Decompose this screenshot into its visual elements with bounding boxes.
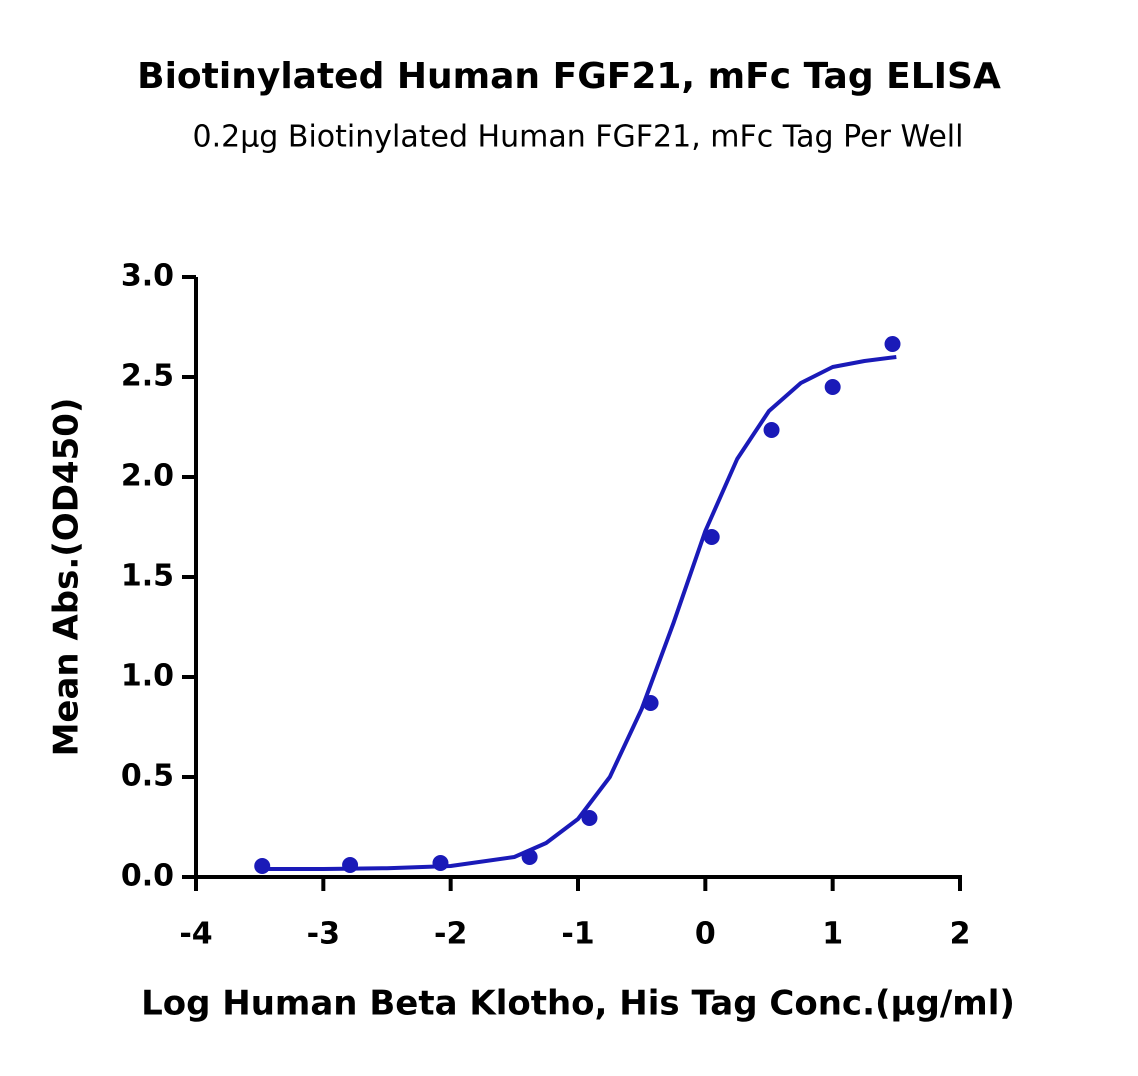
y-tick-label: 2.0 [121, 459, 174, 494]
y-tick-label: 0.5 [121, 759, 174, 794]
data-point [342, 857, 359, 873]
x-axis-label: Log Human Beta Klotho, His Tag Conc.(μg/… [141, 984, 1015, 1024]
y-tick-label: 3.0 [121, 259, 174, 294]
data-point [521, 849, 538, 865]
chart-title: Biotinylated Human FGF21, mFc Tag ELISA [137, 56, 1001, 97]
y-tick-label: 1.0 [121, 659, 174, 694]
data-point [824, 379, 841, 395]
data-point [581, 810, 598, 826]
chart-subtitle: 0.2μg Biotinylated Human FGF21, mFc Tag … [193, 120, 964, 155]
x-tick-label: -4 [179, 917, 212, 952]
y-tick-label: 2.5 [121, 359, 174, 394]
fit-curve [259, 355, 897, 871]
data-point [884, 336, 901, 352]
y-tick-label: 0.0 [121, 859, 174, 894]
y-tick-label: 1.5 [121, 559, 174, 594]
data-point [432, 855, 449, 871]
x-tick-label: 0 [695, 917, 716, 952]
x-tick-label: 1 [822, 917, 843, 952]
x-tick-label: -2 [434, 917, 467, 952]
x-tick-label: -1 [561, 917, 594, 952]
data-point [703, 529, 720, 545]
data-point [254, 858, 271, 874]
y-axis-label: Mean Abs.(OD450) [47, 398, 87, 757]
x-tick-label: 2 [950, 917, 971, 952]
data-point [642, 695, 659, 711]
data-point [763, 422, 780, 438]
x-tick-label: -3 [307, 917, 340, 952]
